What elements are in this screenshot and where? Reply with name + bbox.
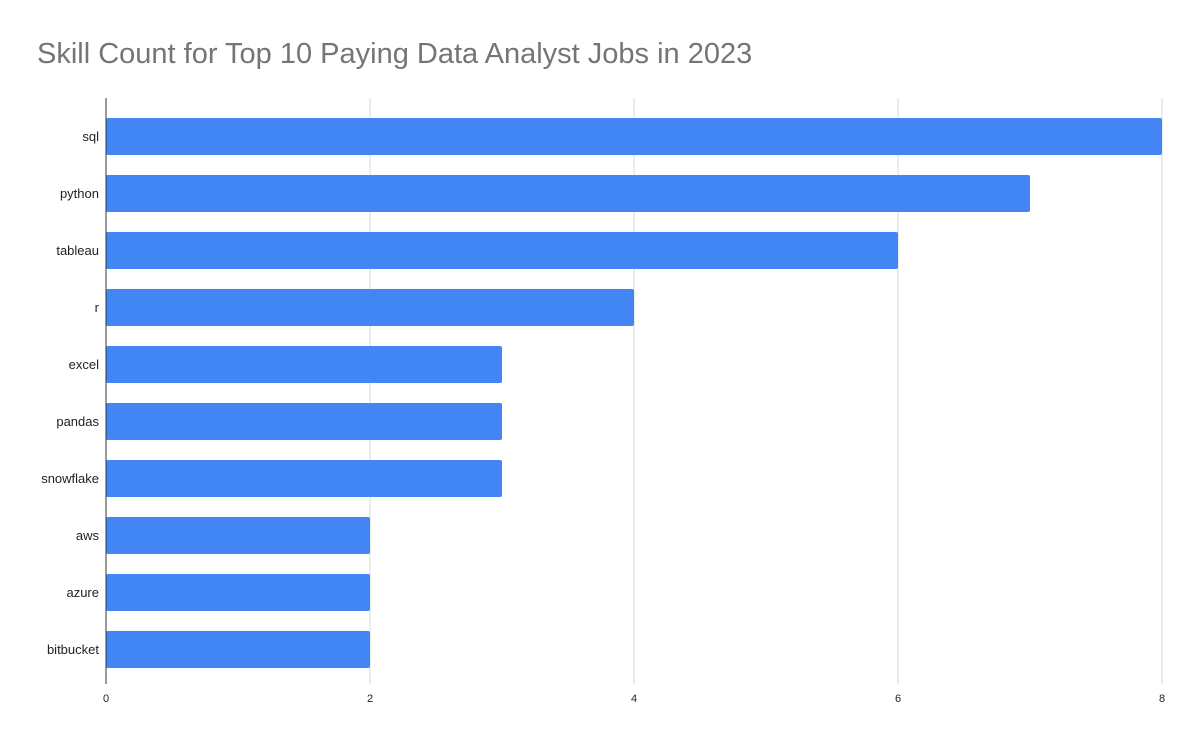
bar-snowflake	[106, 460, 502, 497]
x-tick-label-0: 0	[103, 693, 109, 705]
bar-r	[106, 289, 634, 326]
category-label-python: python	[60, 186, 99, 201]
bar-pandas	[106, 403, 502, 440]
bar-azure	[106, 574, 370, 611]
labels: 0 2 4 6 8 sql python tableau r excel pandas snowfla…	[41, 129, 1165, 705]
category-label-snowflake: snowflake	[41, 471, 99, 486]
category-label-azure: azure	[66, 585, 99, 600]
category-label-sql: sql	[82, 129, 99, 144]
bar-excel	[106, 346, 502, 383]
bars	[106, 118, 1162, 668]
bar-aws	[106, 517, 370, 554]
category-label-excel: excel	[69, 357, 99, 372]
bar-tableau	[106, 232, 898, 269]
bar-python	[106, 175, 1030, 212]
chart-title: Skill Count for Top 10 Paying Data Analy…	[37, 38, 753, 70]
category-label-r: r	[95, 300, 100, 315]
x-tick-label-8: 8	[1159, 693, 1165, 705]
category-label-aws: aws	[76, 528, 100, 543]
category-label-pandas: pandas	[56, 414, 99, 429]
x-tick-label-6: 6	[895, 693, 901, 705]
category-label-tableau: tableau	[56, 243, 99, 258]
bar-sql	[106, 118, 1162, 155]
bar-bitbucket	[106, 631, 370, 668]
x-tick-label-2: 2	[367, 693, 373, 705]
category-label-bitbucket: bitbucket	[47, 642, 99, 657]
x-tick-label-4: 4	[631, 693, 637, 705]
